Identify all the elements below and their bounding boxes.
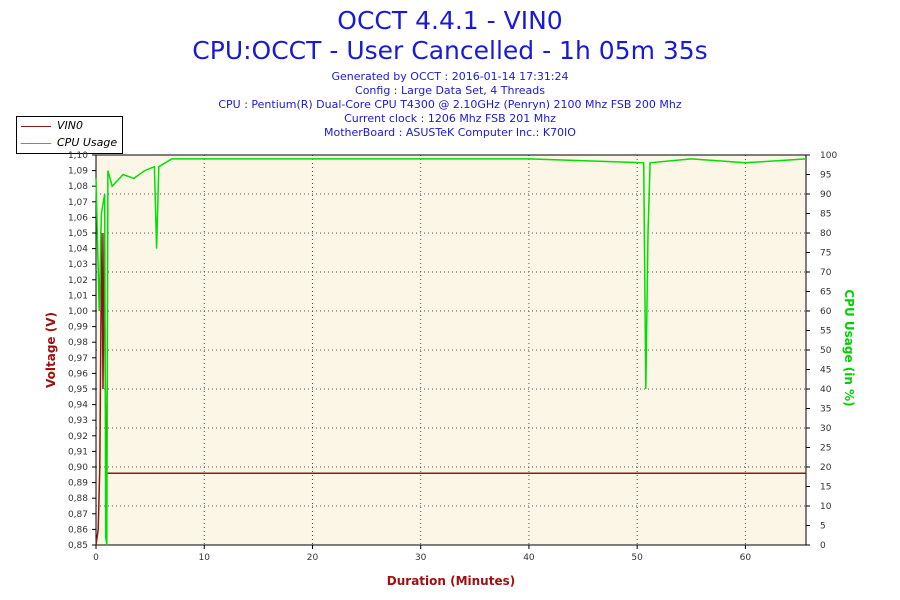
y-right-tick-label: 60	[820, 307, 832, 317]
y-left-tick-label: 1,07	[68, 198, 88, 208]
x-tick-label: 40	[523, 553, 535, 563]
x-tick-label: 20	[307, 553, 319, 563]
y-right-tick-label: 55	[820, 327, 831, 337]
y-left-tick-label: 0,98	[68, 338, 88, 348]
y-left-tick-label: 0,89	[68, 479, 88, 489]
y-right-tick-label: 95	[820, 171, 831, 181]
y-left-tick-label: 1,09	[68, 167, 88, 177]
y-left-tick-label: 0,88	[68, 494, 88, 504]
series-line-cpu-usage	[95, 158, 807, 546]
y-left-tick-label: 1,02	[68, 276, 88, 286]
y-right-tick-label: 75	[820, 249, 831, 259]
x-tick-label: 30	[415, 553, 427, 563]
legend-item-vin0: VIN0	[17, 118, 122, 134]
y-left-tick-label: 0,99	[68, 323, 88, 333]
y-right-tick-label: 70	[820, 268, 832, 278]
y-right-tick-label: 50	[820, 346, 832, 356]
legend-swatch-cpu-usage	[21, 143, 51, 144]
info-clock: Current clock : 1206 Mhz FSB 201 Mhz	[344, 112, 556, 125]
y-right-tick-label: 10	[820, 502, 832, 512]
y-left-tick-label: 0,85	[68, 541, 88, 551]
y-left-tick-label: 1,00	[68, 307, 88, 317]
legend-label-vin0: VIN0	[57, 119, 83, 132]
x-tick-label: 10	[199, 553, 211, 563]
legend-swatch-vin0	[21, 126, 51, 127]
legend-item-cpu-usage: CPU Usage	[17, 135, 122, 151]
info-generated: Generated by OCCT : 2016-01-14 17:31:24	[331, 70, 569, 83]
y-left-tick-label: 0,95	[68, 385, 88, 395]
y-right-tick-label: 45	[820, 366, 831, 376]
y-right-tick-label: 5	[820, 522, 826, 532]
y-right-tick-label: 100	[820, 151, 837, 161]
y-right-tick-label: 80	[820, 229, 832, 239]
y-right-tick-label: 40	[820, 385, 832, 395]
y-left-tick-label: 1,10	[68, 151, 88, 161]
y-left-tick-label: 1,06	[68, 213, 88, 223]
x-tick-label: 60	[740, 553, 752, 563]
y-left-tick-label: 1,05	[68, 229, 88, 239]
y-left-tick-label: 1,03	[68, 260, 88, 270]
y-right-tick-label: 90	[820, 190, 832, 200]
y-left-tick-label: 0,97	[68, 354, 88, 364]
x-axis-label: Duration (Minutes)	[387, 574, 515, 588]
y-right-tick-label: 65	[820, 288, 831, 298]
y-left-tick-label: 0,92	[68, 432, 88, 442]
legend-label-cpu-usage: CPU Usage	[57, 136, 118, 149]
y-left-tick-label: 0,86	[68, 525, 88, 535]
y-right-tick-label: 35	[820, 405, 831, 415]
y-left-tick-label: 0,96	[68, 369, 88, 379]
plot-area	[96, 155, 806, 545]
info-cpu: CPU : Pentium(R) Dual-Core CPU T4300 @ 2…	[218, 98, 682, 111]
y-axis-right-label: CPU Usage (in %)	[842, 289, 856, 406]
y-left-tick-label: 0,90	[68, 463, 88, 473]
y-right-tick-label: 20	[820, 463, 832, 473]
y-axis-left-label: Voltage (V)	[44, 312, 58, 388]
info-motherboard: MotherBoard : ASUSTeK Computer Inc.: K70…	[324, 126, 576, 139]
y-left-tick-label: 1,08	[68, 182, 88, 192]
chart-title: OCCT 4.4.1 - VIN0	[337, 6, 563, 35]
y-left-tick-label: 0,87	[68, 510, 88, 520]
info-config: Config : Large Data Set, 4 Threads	[355, 84, 545, 97]
y-left-tick-label: 1,01	[68, 291, 88, 301]
y-left-tick-label: 0,91	[68, 447, 88, 457]
x-tick-label: 0	[93, 553, 99, 563]
y-left-tick-label: 1,04	[68, 245, 88, 255]
y-right-tick-label: 0	[820, 541, 826, 551]
x-tick-label: 50	[631, 553, 643, 563]
y-right-tick-label: 30	[820, 424, 832, 434]
y-left-tick-label: 0,93	[68, 416, 88, 426]
y-left-tick-label: 0,94	[68, 401, 88, 411]
y-right-tick-label: 85	[820, 210, 831, 220]
y-right-tick-label: 15	[820, 483, 831, 493]
chart-subtitle: CPU:OCCT - User Cancelled - 1h 05m 35s	[192, 36, 708, 65]
legend: VIN0 CPU Usage	[16, 116, 123, 154]
y-right-tick-label: 25	[820, 444, 831, 454]
